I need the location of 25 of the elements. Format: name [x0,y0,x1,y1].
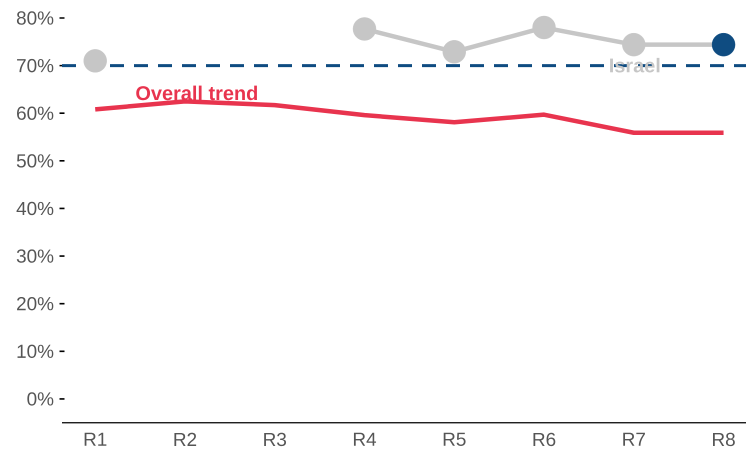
y-tick-label: 70% [17,59,54,72]
x-tick-label: R4 [354,432,376,446]
point [84,49,107,73]
y-tick-label: 10% [18,344,54,358]
x-tick-label: R8 [713,432,735,446]
x-tick-label: R7 [623,432,645,446]
x-tick-label: R6 [533,432,556,446]
x-tick-label: R1 [84,432,106,446]
point [352,17,376,41]
y-tick-label: 20% [17,297,54,311]
series-label: Overall trend [136,86,257,100]
y-tick-label: 40% [16,202,54,216]
x-tick-label: R3 [264,432,286,446]
y-tick-label: 60% [17,106,54,120]
point [712,33,736,57]
point [622,33,646,57]
y-tick-label: 80% [16,11,54,25]
legend-label: Israel [610,58,660,73]
y-tick-label: 50% [16,154,54,168]
point [442,40,466,64]
y-tick-label: 30% [16,250,54,263]
y-tick-label: 0% [27,392,54,406]
x-tick-label: R2 [174,432,196,446]
point [532,16,556,40]
x-tick-label: R5 [444,432,466,446]
